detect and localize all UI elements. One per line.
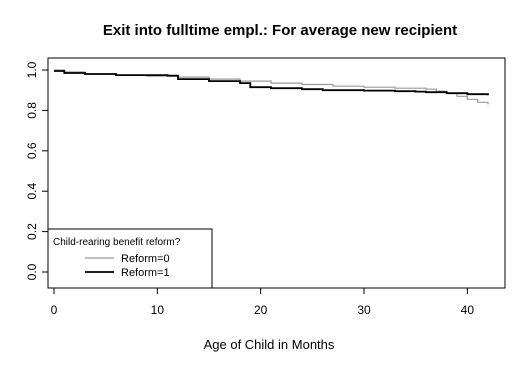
legend-box bbox=[47, 228, 213, 289]
x-tick-label: 20 bbox=[254, 303, 268, 317]
x-tick-label: 40 bbox=[461, 303, 475, 317]
x-axis-label: Age of Child in Months bbox=[204, 337, 335, 352]
y-tick-label: 0.6 bbox=[25, 142, 39, 159]
y-tick-label: 0.2 bbox=[25, 223, 39, 240]
y-tick-label: 0.0 bbox=[25, 263, 39, 280]
legend-label-reform-0: Reform=0 bbox=[121, 253, 170, 265]
y-axis: 0.0 0.2 0.4 0.6 0.8 1.0 bbox=[25, 61, 48, 280]
y-tick-label: 0.8 bbox=[25, 102, 39, 119]
plot-frame bbox=[47, 57, 506, 289]
series-layer bbox=[54, 69, 489, 105]
x-tick-label: 30 bbox=[357, 303, 371, 317]
series-line-reform-1 bbox=[54, 70, 489, 96]
legend-title: Child-rearing benefit reform? bbox=[53, 237, 181, 248]
x-tick-label: 0 bbox=[51, 303, 58, 317]
x-axis: 0 10 20 30 40 bbox=[51, 288, 475, 317]
legend: Child-rearing benefit reform? Reform=0 R… bbox=[47, 228, 213, 289]
x-tick-label: 10 bbox=[151, 303, 165, 317]
chart-title: Exit into fulltime empl.: For average ne… bbox=[103, 22, 457, 39]
y-tick-label: 0.4 bbox=[25, 183, 39, 200]
y-tick-label: 1.0 bbox=[25, 61, 39, 78]
legend-label-reform-1: Reform=1 bbox=[121, 267, 170, 279]
